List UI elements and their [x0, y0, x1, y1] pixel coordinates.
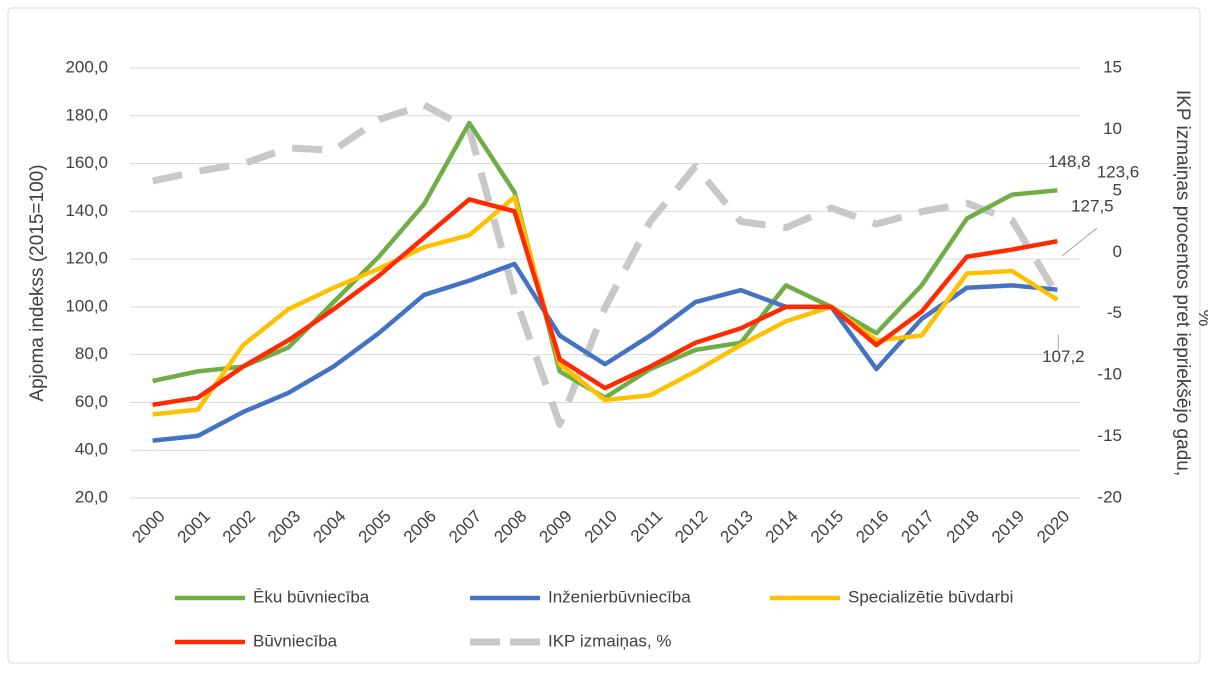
y-tick-label: 100,0 — [65, 296, 108, 315]
series-line — [152, 197, 1058, 408]
y2-tick-label: -15 — [1097, 426, 1122, 445]
y-tick-label: 160,0 — [65, 153, 108, 172]
y-axis-title: Apjoma indekss (2015=100) — [27, 164, 48, 401]
legend-label: Ēku būvniecība — [253, 587, 370, 606]
y-tick-label: 180,0 — [65, 105, 108, 124]
y2-axis-title: IKP izmaiņas procentos pret iepriekšējo … — [1172, 90, 1193, 476]
chart-border — [7, 7, 1201, 664]
data-label: 148,8 — [1048, 152, 1091, 171]
legend-label: Specializētie būvdarbi — [848, 587, 1013, 606]
y-tick-label: 200,0 — [65, 57, 108, 76]
legend-label: Būvniecība — [253, 631, 338, 650]
y2-tick-label: 0 — [1113, 242, 1122, 261]
y2-axis-title: % — [1194, 310, 1208, 327]
y2-tick-label: -5 — [1107, 303, 1122, 322]
y2-tick-label: -10 — [1097, 365, 1122, 384]
data-label: 107,2 — [1042, 347, 1085, 366]
y-tick-label: 20,0 — [75, 487, 108, 506]
series-line — [152, 194, 1059, 417]
y-tick-label: 80,0 — [75, 344, 108, 363]
y-tick-label: 140,0 — [65, 201, 108, 220]
y-tick-label: 120,0 — [65, 249, 108, 268]
y2-tick-label: -20 — [1097, 487, 1122, 506]
annotation: 123,6 — [1097, 162, 1140, 181]
leader-line — [1061, 227, 1098, 257]
y2-tick-label: 10 — [1103, 119, 1122, 138]
legend-label: IKP izmaiņas, % — [548, 631, 671, 650]
y-tick-label: 40,0 — [75, 440, 108, 459]
series-line — [151, 101, 1061, 428]
y2-tick-label: 5 — [1113, 180, 1122, 199]
legend-label: Inženierbūvniecība — [548, 587, 691, 606]
y-tick-label: 60,0 — [75, 392, 108, 411]
data-label: 127,5 — [1071, 197, 1114, 216]
y2-tick-label: 15 — [1103, 57, 1122, 76]
